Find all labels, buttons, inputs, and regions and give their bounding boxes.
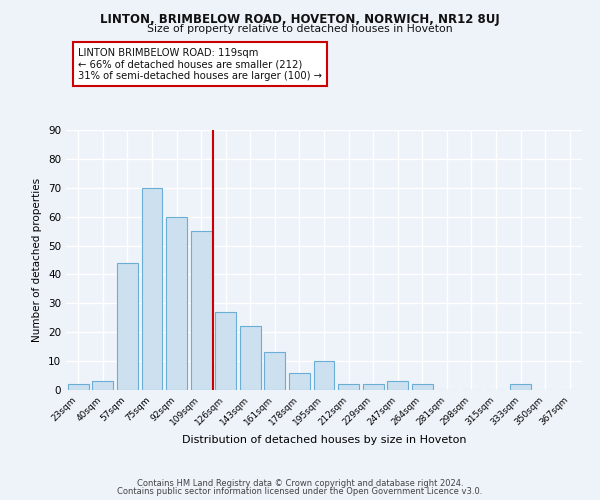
Text: LINTON, BRIMBELOW ROAD, HOVETON, NORWICH, NR12 8UJ: LINTON, BRIMBELOW ROAD, HOVETON, NORWICH… bbox=[100, 12, 500, 26]
Bar bbox=[166, 216, 187, 390]
Text: LINTON BRIMBELOW ROAD: 119sqm
← 66% of detached houses are smaller (212)
31% of : LINTON BRIMBELOW ROAD: 119sqm ← 66% of d… bbox=[78, 48, 322, 80]
Bar bbox=[362, 384, 383, 390]
Text: Contains HM Land Registry data © Crown copyright and database right 2024.: Contains HM Land Registry data © Crown c… bbox=[137, 478, 463, 488]
Bar bbox=[338, 384, 359, 390]
Text: Contains public sector information licensed under the Open Government Licence v3: Contains public sector information licen… bbox=[118, 487, 482, 496]
Bar bbox=[510, 384, 531, 390]
Bar bbox=[117, 263, 138, 390]
X-axis label: Distribution of detached houses by size in Hoveton: Distribution of detached houses by size … bbox=[182, 436, 466, 446]
Bar bbox=[387, 382, 408, 390]
Bar bbox=[142, 188, 163, 390]
Bar bbox=[68, 384, 89, 390]
Bar bbox=[412, 384, 433, 390]
Bar bbox=[191, 231, 212, 390]
Bar bbox=[215, 312, 236, 390]
Bar bbox=[92, 382, 113, 390]
Bar bbox=[265, 352, 286, 390]
Bar bbox=[240, 326, 261, 390]
Bar bbox=[289, 372, 310, 390]
Text: Size of property relative to detached houses in Hoveton: Size of property relative to detached ho… bbox=[147, 24, 453, 34]
Y-axis label: Number of detached properties: Number of detached properties bbox=[32, 178, 43, 342]
Bar bbox=[314, 361, 334, 390]
